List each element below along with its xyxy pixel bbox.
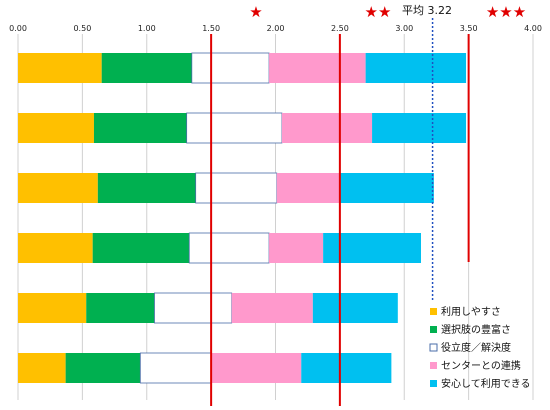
bar-segment-1-row-4 <box>18 233 93 263</box>
bar-segment-2-row-2 <box>93 113 187 143</box>
bar-segment-5-row-5 <box>312 293 398 323</box>
legend-label-5: 安心して利用できる <box>441 377 531 390</box>
legend-label-1: 利用しやすさ <box>441 306 501 318</box>
bar-segment-2-row-4 <box>92 233 190 263</box>
bar-segment-3-row-4 <box>188 232 270 264</box>
legend-swatch-2 <box>430 326 437 333</box>
bar-segment-1-row-6 <box>18 353 66 383</box>
bar-segment-1-row-2 <box>18 113 94 143</box>
x-tick-label: 4.00 <box>524 24 542 33</box>
bar-segment-5-row-3 <box>339 173 434 203</box>
bar-segment-3-row-2 <box>186 112 283 144</box>
bar-segment-3-row-3 <box>195 172 278 204</box>
two-star-label: ★★ <box>365 3 392 21</box>
bar-segment-5-row-4 <box>323 233 421 263</box>
average-label: 平均 3.22 <box>402 4 452 17</box>
bar-segment-2-row-3 <box>97 173 196 203</box>
x-tick-label: 2.50 <box>331 24 349 33</box>
x-tick-label: 2.00 <box>267 24 285 33</box>
x-tick-label: 0.00 <box>9 24 27 33</box>
bar-segment-2-row-6 <box>65 353 141 383</box>
legend-swatch-4 <box>430 362 437 369</box>
bar-segment-4-row-6 <box>211 353 302 383</box>
bars <box>18 52 467 384</box>
bar-segment-3-row-5 <box>154 292 233 324</box>
bar-segment-4-row-3 <box>276 173 340 203</box>
bar-segment-1-row-3 <box>18 173 98 203</box>
bar-segment-1-row-1 <box>18 53 102 83</box>
x-tick-label: 3.50 <box>460 24 478 33</box>
x-tick-label: 1.00 <box>138 24 156 33</box>
one-star-label: ★ <box>249 3 262 21</box>
x-tick-label: 3.00 <box>395 24 413 33</box>
bar-segment-3-row-1 <box>191 52 270 84</box>
legend-label-2: 選択肢の豊富さ <box>441 323 511 336</box>
bar-segment-5-row-1 <box>365 53 467 83</box>
annotations: ★ ★★ ★★★ 平均 3.22 <box>249 3 526 21</box>
legend-swatch-3 <box>429 343 438 352</box>
x-tick-label: 0.50 <box>73 24 91 33</box>
bar-segment-3-row-6 <box>139 352 212 384</box>
legend-label-4: センターとの連携 <box>441 359 521 372</box>
bar-segment-4-row-1 <box>269 53 366 83</box>
reference-lines <box>210 18 470 406</box>
bar-segment-2-row-5 <box>86 293 155 323</box>
bar-segment-5-row-2 <box>372 113 467 143</box>
bar-segment-5-row-6 <box>301 353 392 383</box>
bar-segment-1-row-5 <box>18 293 87 323</box>
three-star-label: ★★★ <box>486 3 526 21</box>
bar-segment-2-row-1 <box>101 53 192 83</box>
bar-segment-4-row-4 <box>269 233 324 263</box>
bar-segment-4-row-5 <box>231 293 313 323</box>
x-tick-label: 1.50 <box>202 24 220 33</box>
x-axis-ticks: 0.00 0.50 1.00 1.50 2.00 2.50 3.00 3.50 4.00 <box>9 24 542 33</box>
legend-swatch-1 <box>430 308 437 315</box>
legend-label-3: 役立度／解決度 <box>441 341 511 354</box>
bar-segment-4-row-2 <box>281 113 373 143</box>
legend-swatch-5 <box>430 380 437 387</box>
